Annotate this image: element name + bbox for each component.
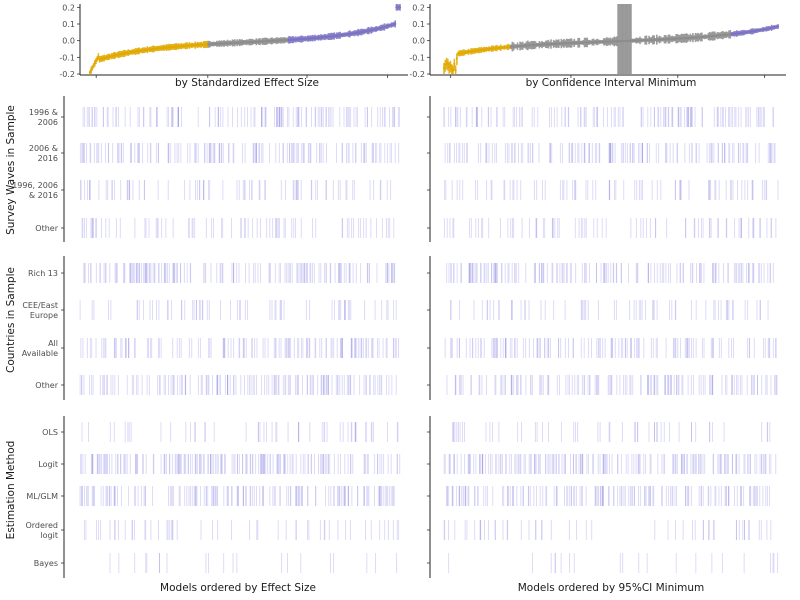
bottom-right-x-label: Models ordered by 95%CI Minimum	[518, 582, 705, 594]
indicator-row-label: 1996 &	[29, 108, 58, 117]
indicator-row-label: Ordered	[25, 521, 58, 530]
indicator-row-label: Available	[22, 349, 58, 358]
indicator-group-0: 1996 &2006 2006 &2016 1996, 2006& 2016 Othe…	[12, 96, 779, 242]
indicator-row-label: 2006	[38, 118, 58, 127]
y-tick-label: -0.2	[59, 70, 75, 79]
indicator-row-label: CEE/East	[22, 301, 58, 310]
top-left-x-label: by Standardized Effect Size	[175, 77, 319, 89]
indicator-row-label: Other	[35, 381, 58, 390]
group-label-estimation: Estimation Method	[5, 441, 17, 540]
indicator-row-label: ML/GLM	[26, 492, 58, 501]
effect-point	[454, 69, 457, 72]
indicator-row-label: Logit	[38, 460, 58, 469]
indicator-row-label: 1996, 2006	[12, 181, 58, 190]
indicator-row-label: 2016	[38, 154, 58, 163]
effect-point	[776, 25, 780, 28]
indicator-panels: 1996 &2006 2006 &2016 1996, 2006& 2016 Othe…	[12, 96, 779, 578]
top-right-x-label: by Confidence Interval Minimum	[526, 77, 697, 89]
effect-point	[455, 57, 458, 60]
bottom-left-x-label: Models ordered by Effect Size	[160, 582, 316, 594]
indicator-row-label: 2006 &	[29, 144, 58, 153]
y-tick-label: 0.1	[62, 20, 75, 29]
effect-size-panels: 0.2 0.1 0.0 -0.1 -0.2 0.2 0.1 0.0 -0.1 -0.2	[59, 3, 786, 79]
y-tick-label: 0.2	[62, 3, 75, 12]
effect-point	[398, 6, 402, 9]
indicator-row-label: Europe	[30, 311, 58, 320]
effect-panel-right: 0.2 0.1 0.0 -0.1 -0.2	[409, 3, 786, 79]
y-tick-label: -0.2	[409, 70, 425, 79]
y-tick-label: -0.1	[409, 53, 425, 62]
y-tick-label: 0.0	[62, 37, 75, 46]
group-label-survey-waves: Survey Waves in Sample	[5, 105, 17, 235]
indicator-row-label: & 2016	[29, 191, 58, 200]
indicator-row-label: Bayes	[34, 559, 58, 568]
y-tick-label: 0.0	[412, 37, 425, 46]
effect-point	[394, 22, 397, 25]
group-label-countries: Countries in Sample	[5, 267, 17, 373]
axis-labels: by Standardized Effect Size by Confidenc…	[5, 77, 704, 594]
effect-point	[453, 62, 456, 65]
indicator-row-label: All	[48, 339, 58, 348]
indicator-row-label: OLS	[42, 428, 58, 437]
indicator-row-label: Other	[35, 224, 58, 233]
y-tick-label: 0.1	[412, 20, 425, 29]
indicator-row-label: logit	[40, 531, 58, 540]
indicator-row-label: Rich 13	[28, 269, 58, 278]
y-tick-label: -0.1	[59, 53, 75, 62]
effect-panel-left: 0.2 0.1 0.0 -0.1 -0.2	[59, 3, 408, 79]
y-tick-label: 0.2	[412, 3, 425, 12]
